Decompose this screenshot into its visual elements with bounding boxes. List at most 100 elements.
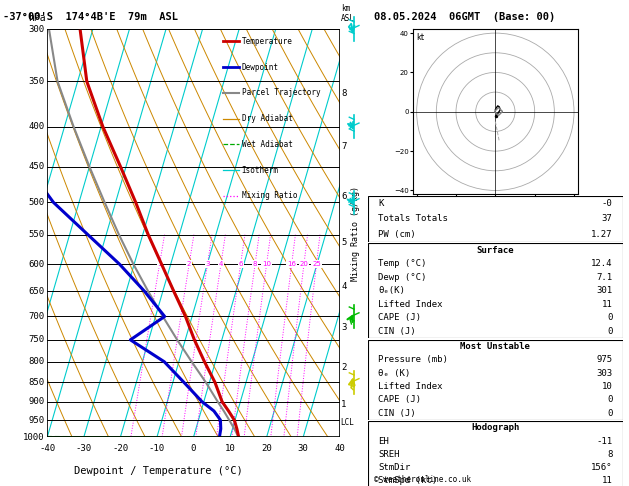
Text: 6: 6 xyxy=(238,261,243,267)
Text: Wet Adiabat: Wet Adiabat xyxy=(242,140,292,149)
Text: 37: 37 xyxy=(602,214,613,224)
Text: Dewpoint: Dewpoint xyxy=(242,63,279,71)
Text: 08.05.2024  06GMT  (Base: 00): 08.05.2024 06GMT (Base: 00) xyxy=(374,12,555,22)
Text: Totals Totals: Totals Totals xyxy=(378,214,448,224)
Text: θₑ (K): θₑ (K) xyxy=(378,368,410,378)
Text: 16: 16 xyxy=(287,261,296,267)
Text: Mixing Ratio: Mixing Ratio xyxy=(242,191,297,200)
Text: Dry Adiabat: Dry Adiabat xyxy=(242,114,292,123)
Text: 30: 30 xyxy=(298,444,308,452)
Text: 10: 10 xyxy=(225,444,235,452)
Text: 0: 0 xyxy=(607,395,613,404)
Text: StmSpd (kt): StmSpd (kt) xyxy=(378,476,437,485)
Text: 8: 8 xyxy=(253,261,257,267)
Text: 0: 0 xyxy=(607,327,613,336)
Text: 20: 20 xyxy=(299,261,308,267)
Text: 700: 700 xyxy=(28,312,44,321)
Text: 0: 0 xyxy=(191,444,196,452)
Text: 950: 950 xyxy=(28,416,44,424)
FancyBboxPatch shape xyxy=(368,196,623,242)
Text: PW (cm): PW (cm) xyxy=(378,230,416,239)
Text: 0: 0 xyxy=(607,409,613,418)
Text: Parcel Trajectory: Parcel Trajectory xyxy=(242,88,320,97)
Text: Temperature: Temperature xyxy=(242,37,292,46)
Text: 10: 10 xyxy=(602,382,613,391)
Text: -40: -40 xyxy=(39,444,55,452)
Text: Dewp (°C): Dewp (°C) xyxy=(378,273,426,282)
Text: 25: 25 xyxy=(312,261,321,267)
Text: Surface: Surface xyxy=(477,246,514,255)
Text: 4: 4 xyxy=(341,282,347,291)
Text: Most Unstable: Most Unstable xyxy=(460,342,530,351)
Text: Temp (°C): Temp (°C) xyxy=(378,260,426,268)
Text: EH: EH xyxy=(378,436,389,446)
Text: -11: -11 xyxy=(596,436,613,446)
Text: 350: 350 xyxy=(28,77,44,86)
Text: 300: 300 xyxy=(28,25,44,34)
Text: 750: 750 xyxy=(28,335,44,345)
Text: 40: 40 xyxy=(334,444,345,452)
Text: Lifted Index: Lifted Index xyxy=(378,300,443,309)
Text: 11: 11 xyxy=(602,300,613,309)
FancyBboxPatch shape xyxy=(368,243,623,338)
Text: CAPE (J): CAPE (J) xyxy=(378,395,421,404)
Text: -37°00'S  174°4B'E  79m  ASL: -37°00'S 174°4B'E 79m ASL xyxy=(3,12,178,22)
Text: Pressure (mb): Pressure (mb) xyxy=(378,355,448,364)
Text: StmDir: StmDir xyxy=(378,463,410,472)
Text: θₑ(K): θₑ(K) xyxy=(378,286,405,295)
Text: 6: 6 xyxy=(341,191,347,201)
Text: -0: -0 xyxy=(602,199,613,208)
Text: CIN (J): CIN (J) xyxy=(378,409,416,418)
Text: 1: 1 xyxy=(341,400,347,409)
Text: 500: 500 xyxy=(28,198,44,207)
Text: 1: 1 xyxy=(157,261,162,267)
Text: 7.1: 7.1 xyxy=(596,273,613,282)
Text: 850: 850 xyxy=(28,378,44,387)
Text: SREH: SREH xyxy=(378,450,399,459)
Text: 156°: 156° xyxy=(591,463,613,472)
Text: 5: 5 xyxy=(341,238,347,247)
Text: CAPE (J): CAPE (J) xyxy=(378,313,421,322)
Text: 2: 2 xyxy=(187,261,191,267)
Text: -20: -20 xyxy=(112,444,128,452)
Text: Lifted Index: Lifted Index xyxy=(378,382,443,391)
Text: 11: 11 xyxy=(602,476,613,485)
Text: 400: 400 xyxy=(28,122,44,131)
Text: -30: -30 xyxy=(75,444,92,452)
Text: © weatheronline.co.uk: © weatheronline.co.uk xyxy=(374,474,471,484)
Text: Hodograph: Hodograph xyxy=(471,423,520,433)
Text: kt: kt xyxy=(416,33,425,42)
Text: 4: 4 xyxy=(219,261,223,267)
FancyBboxPatch shape xyxy=(368,340,623,420)
Text: Mixing Ratio (g/kg): Mixing Ratio (g/kg) xyxy=(351,186,360,281)
Text: 800: 800 xyxy=(28,357,44,366)
Text: 20: 20 xyxy=(261,444,272,452)
Text: -10: -10 xyxy=(149,444,165,452)
Text: 600: 600 xyxy=(28,260,44,269)
Text: 3: 3 xyxy=(205,261,209,267)
Text: 301: 301 xyxy=(596,286,613,295)
Text: Isotherm: Isotherm xyxy=(242,166,279,174)
Text: 1.27: 1.27 xyxy=(591,230,613,239)
Text: 975: 975 xyxy=(596,355,613,364)
Text: CIN (J): CIN (J) xyxy=(378,327,416,336)
Text: 650: 650 xyxy=(28,287,44,296)
Text: 0: 0 xyxy=(607,313,613,322)
Text: K: K xyxy=(378,199,384,208)
Text: 10: 10 xyxy=(262,261,271,267)
Text: 2: 2 xyxy=(341,363,347,372)
Text: 550: 550 xyxy=(28,230,44,239)
Text: LCL: LCL xyxy=(340,418,354,427)
Text: 8: 8 xyxy=(341,89,347,98)
Text: 303: 303 xyxy=(596,368,613,378)
Text: 8: 8 xyxy=(607,450,613,459)
Text: 12.4: 12.4 xyxy=(591,260,613,268)
Text: 900: 900 xyxy=(28,397,44,406)
Text: Dewpoint / Temperature (°C): Dewpoint / Temperature (°C) xyxy=(74,466,243,476)
FancyBboxPatch shape xyxy=(368,421,623,486)
Text: 1000: 1000 xyxy=(23,433,44,442)
Text: 7: 7 xyxy=(341,142,347,151)
Text: 3: 3 xyxy=(341,323,347,332)
Text: km
ASL: km ASL xyxy=(341,3,355,23)
Text: 450: 450 xyxy=(28,162,44,171)
